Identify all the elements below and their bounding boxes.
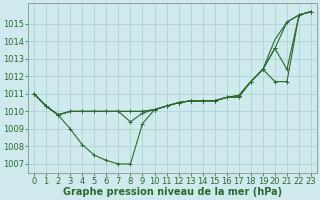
X-axis label: Graphe pression niveau de la mer (hPa): Graphe pression niveau de la mer (hPa) (63, 187, 282, 197)
